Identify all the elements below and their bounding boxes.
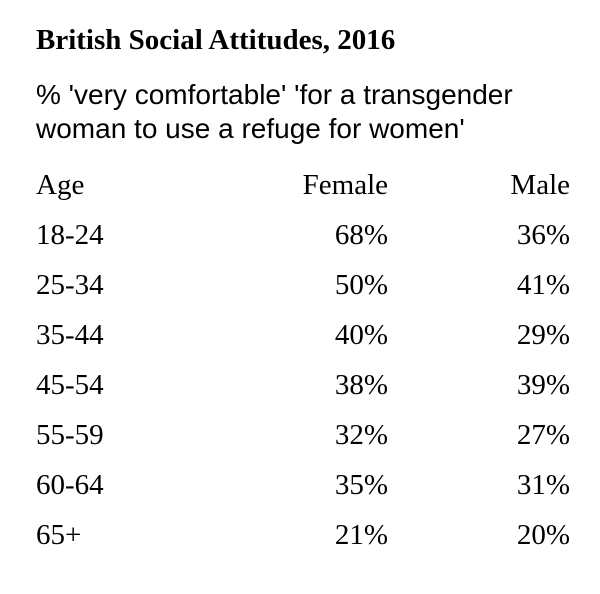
male-value-cell: 27% (516, 418, 570, 451)
age-group-cell: 45-54 (36, 368, 104, 401)
age-group-cell: 60-64 (36, 468, 104, 501)
chart-title: British Social Attitudes, 2016 (36, 24, 396, 56)
table-body: 18-24 68% 36% 25-34 50% 41% 35-44 40% 29% 45-54 38… (36, 210, 570, 560)
female-value-cell: 40% (334, 318, 388, 351)
table-row: 65+ 21% 20% (36, 510, 570, 560)
data-table: Age Female Male 18-24 68% 36% 25-34 50% 41% 35… (36, 160, 570, 560)
male-value-cell: 29% (516, 318, 570, 351)
age-group-cell: 25-34 (36, 268, 104, 301)
column-header-female: Female (302, 168, 388, 201)
male-value-cell: 36% (516, 218, 570, 251)
subtitle-line: % 'very comfortable' 'for a transgender (36, 79, 513, 110)
age-group-cell: 55-59 (36, 418, 104, 451)
table-row: 35-44 40% 29% (36, 310, 570, 360)
chart-subtitle: % 'very comfortable' 'for a transgender … (36, 78, 576, 146)
column-header-age: Age (36, 168, 85, 201)
column-header-male: Male (510, 168, 570, 201)
table-row: 45-54 38% 39% (36, 360, 570, 410)
table-row: 18-24 68% 36% (36, 210, 570, 260)
table-row: 55-59 32% 27% (36, 410, 570, 460)
table-row: 60-64 35% 31% (36, 460, 570, 510)
header-row: Age Female Male (36, 160, 570, 210)
age-group-cell: 18-24 (36, 218, 104, 251)
female-value-cell: 35% (334, 468, 388, 501)
age-group-cell: 65+ (36, 518, 82, 551)
female-value-cell: 32% (334, 418, 388, 451)
male-value-cell: 31% (516, 468, 570, 501)
subtitle-line: woman to use a refuge for women' (36, 113, 465, 144)
female-value-cell: 50% (334, 268, 388, 301)
male-value-cell: 41% (516, 268, 570, 301)
female-value-cell: 21% (334, 518, 388, 551)
age-group-cell: 35-44 (36, 318, 104, 351)
female-value-cell: 38% (334, 368, 388, 401)
male-value-cell: 20% (516, 518, 570, 551)
table-row: 25-34 50% 41% (36, 260, 570, 310)
male-value-cell: 39% (516, 368, 570, 401)
female-value-cell: 68% (334, 218, 388, 251)
